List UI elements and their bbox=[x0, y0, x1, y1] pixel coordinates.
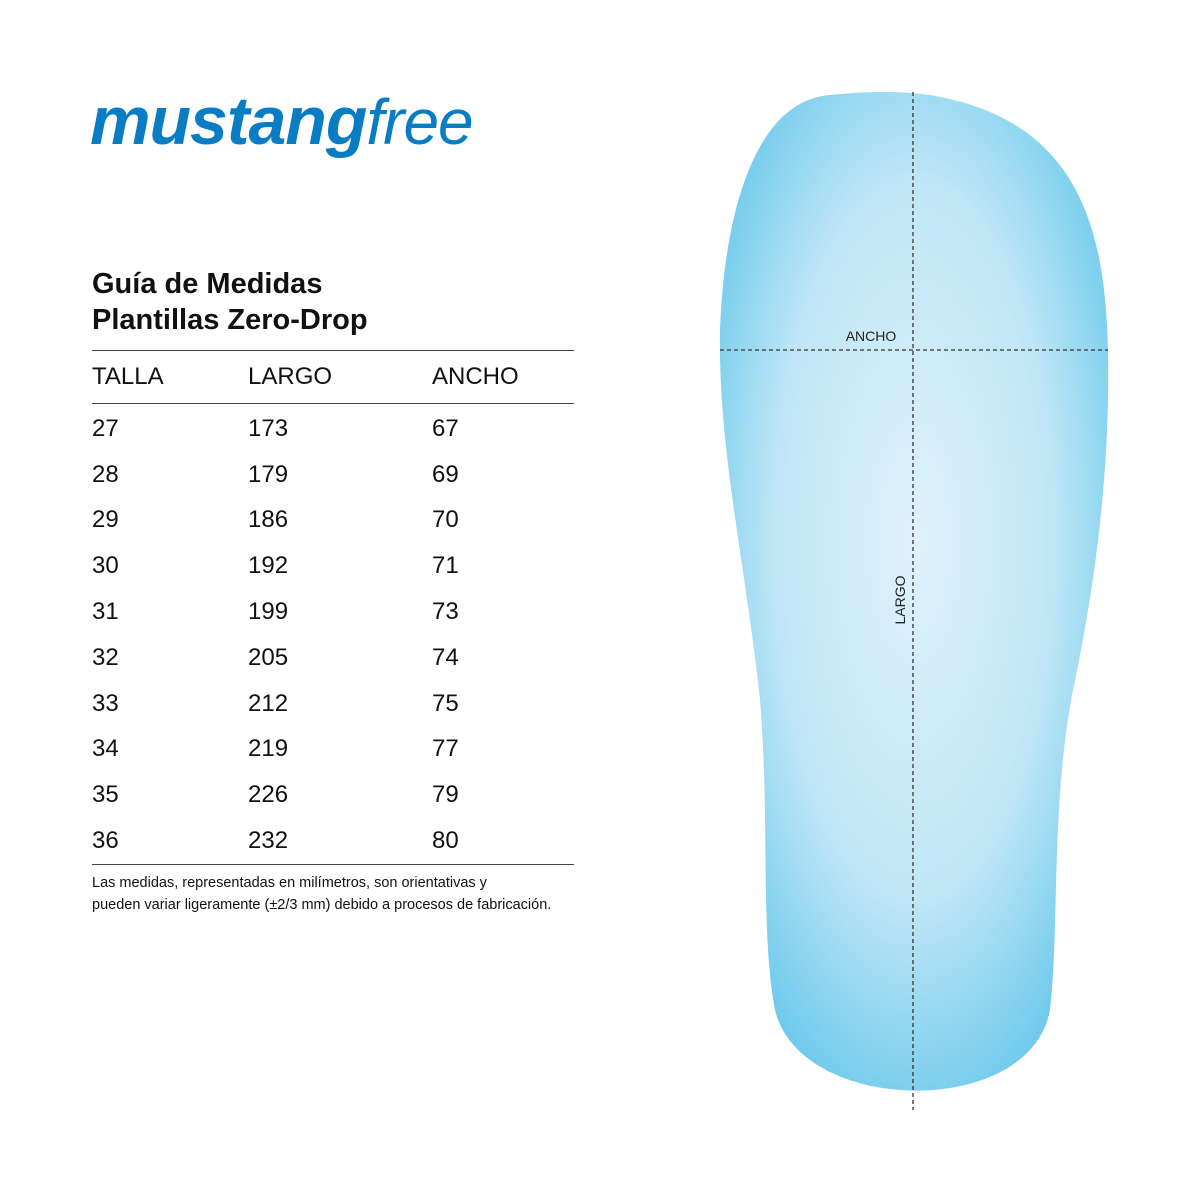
table-row: 35 226 79 bbox=[92, 772, 574, 818]
length-label: LARGO bbox=[892, 575, 908, 624]
cell-ancho: 75 bbox=[432, 689, 459, 717]
cell-talla: 33 bbox=[92, 689, 119, 717]
cell-talla: 34 bbox=[92, 735, 119, 763]
cell-largo: 192 bbox=[248, 552, 289, 580]
cell-talla: 29 bbox=[92, 506, 119, 534]
table-row: 36 232 80 bbox=[92, 818, 574, 864]
logo-light: free bbox=[366, 86, 473, 158]
cell-ancho: 77 bbox=[432, 735, 459, 763]
cell-talla: 32 bbox=[92, 643, 119, 671]
header-ancho: ANCHO bbox=[432, 363, 519, 390]
cell-largo: 212 bbox=[248, 689, 289, 717]
cell-largo: 232 bbox=[248, 827, 289, 855]
brand-logo: mustangfree bbox=[90, 82, 474, 160]
cell-ancho: 79 bbox=[432, 781, 459, 809]
cell-largo: 219 bbox=[248, 735, 289, 763]
cell-ancho: 69 bbox=[432, 460, 459, 488]
cell-largo: 199 bbox=[248, 598, 289, 626]
cell-talla: 36 bbox=[92, 827, 119, 855]
divider bbox=[92, 403, 574, 404]
width-label: ANCHO bbox=[846, 328, 897, 344]
cell-ancho: 73 bbox=[432, 598, 459, 626]
table-row: 32 205 74 bbox=[92, 635, 574, 681]
divider bbox=[92, 350, 574, 351]
page-title: Guía de Medidas Plantillas Zero-Drop bbox=[92, 266, 368, 338]
title-line-1: Guía de Medidas bbox=[92, 268, 323, 300]
insole-shape bbox=[719, 91, 1109, 1091]
table-row: 27 173 67 bbox=[92, 406, 574, 452]
cell-talla: 27 bbox=[92, 414, 119, 442]
cell-largo: 173 bbox=[248, 414, 289, 442]
table-row: 34 219 77 bbox=[92, 727, 574, 773]
table-header: TALLA LARGO ANCHO bbox=[92, 351, 574, 403]
logo-bold: mustang bbox=[90, 83, 367, 159]
table-row: 31 199 73 bbox=[92, 589, 574, 635]
table-row: 30 192 71 bbox=[92, 543, 574, 589]
table-row: 29 186 70 bbox=[92, 498, 574, 544]
footnote: Las medidas, representadas en milímetros… bbox=[92, 872, 551, 916]
cell-largo: 179 bbox=[248, 460, 289, 488]
cell-largo: 186 bbox=[248, 506, 289, 534]
cell-largo: 226 bbox=[248, 781, 289, 809]
cell-talla: 30 bbox=[92, 552, 119, 580]
footnote-line-1: Las medidas, representadas en milímetros… bbox=[92, 875, 487, 891]
cell-talla: 28 bbox=[92, 460, 119, 488]
divider bbox=[92, 863, 574, 865]
cell-talla: 35 bbox=[92, 781, 119, 809]
header-talla: TALLA bbox=[92, 363, 164, 390]
cell-ancho: 70 bbox=[432, 506, 459, 534]
table-row: 28 179 69 bbox=[92, 452, 574, 498]
header-largo: LARGO bbox=[248, 363, 333, 390]
cell-talla: 31 bbox=[92, 598, 119, 626]
size-table: TALLA LARGO ANCHO 27 173 67 28 179 69 29 186 70 3… bbox=[92, 350, 574, 865]
table-row: 33 212 75 bbox=[92, 681, 574, 727]
cell-ancho: 67 bbox=[432, 414, 459, 442]
cell-ancho: 80 bbox=[432, 827, 459, 855]
cell-ancho: 71 bbox=[432, 552, 459, 580]
cell-largo: 205 bbox=[248, 643, 289, 671]
cell-ancho: 74 bbox=[432, 643, 459, 671]
footnote-line-2: pueden variar ligeramente (±2/3 mm) debi… bbox=[92, 897, 552, 913]
title-line-2: Plantillas Zero-Drop bbox=[92, 304, 368, 336]
